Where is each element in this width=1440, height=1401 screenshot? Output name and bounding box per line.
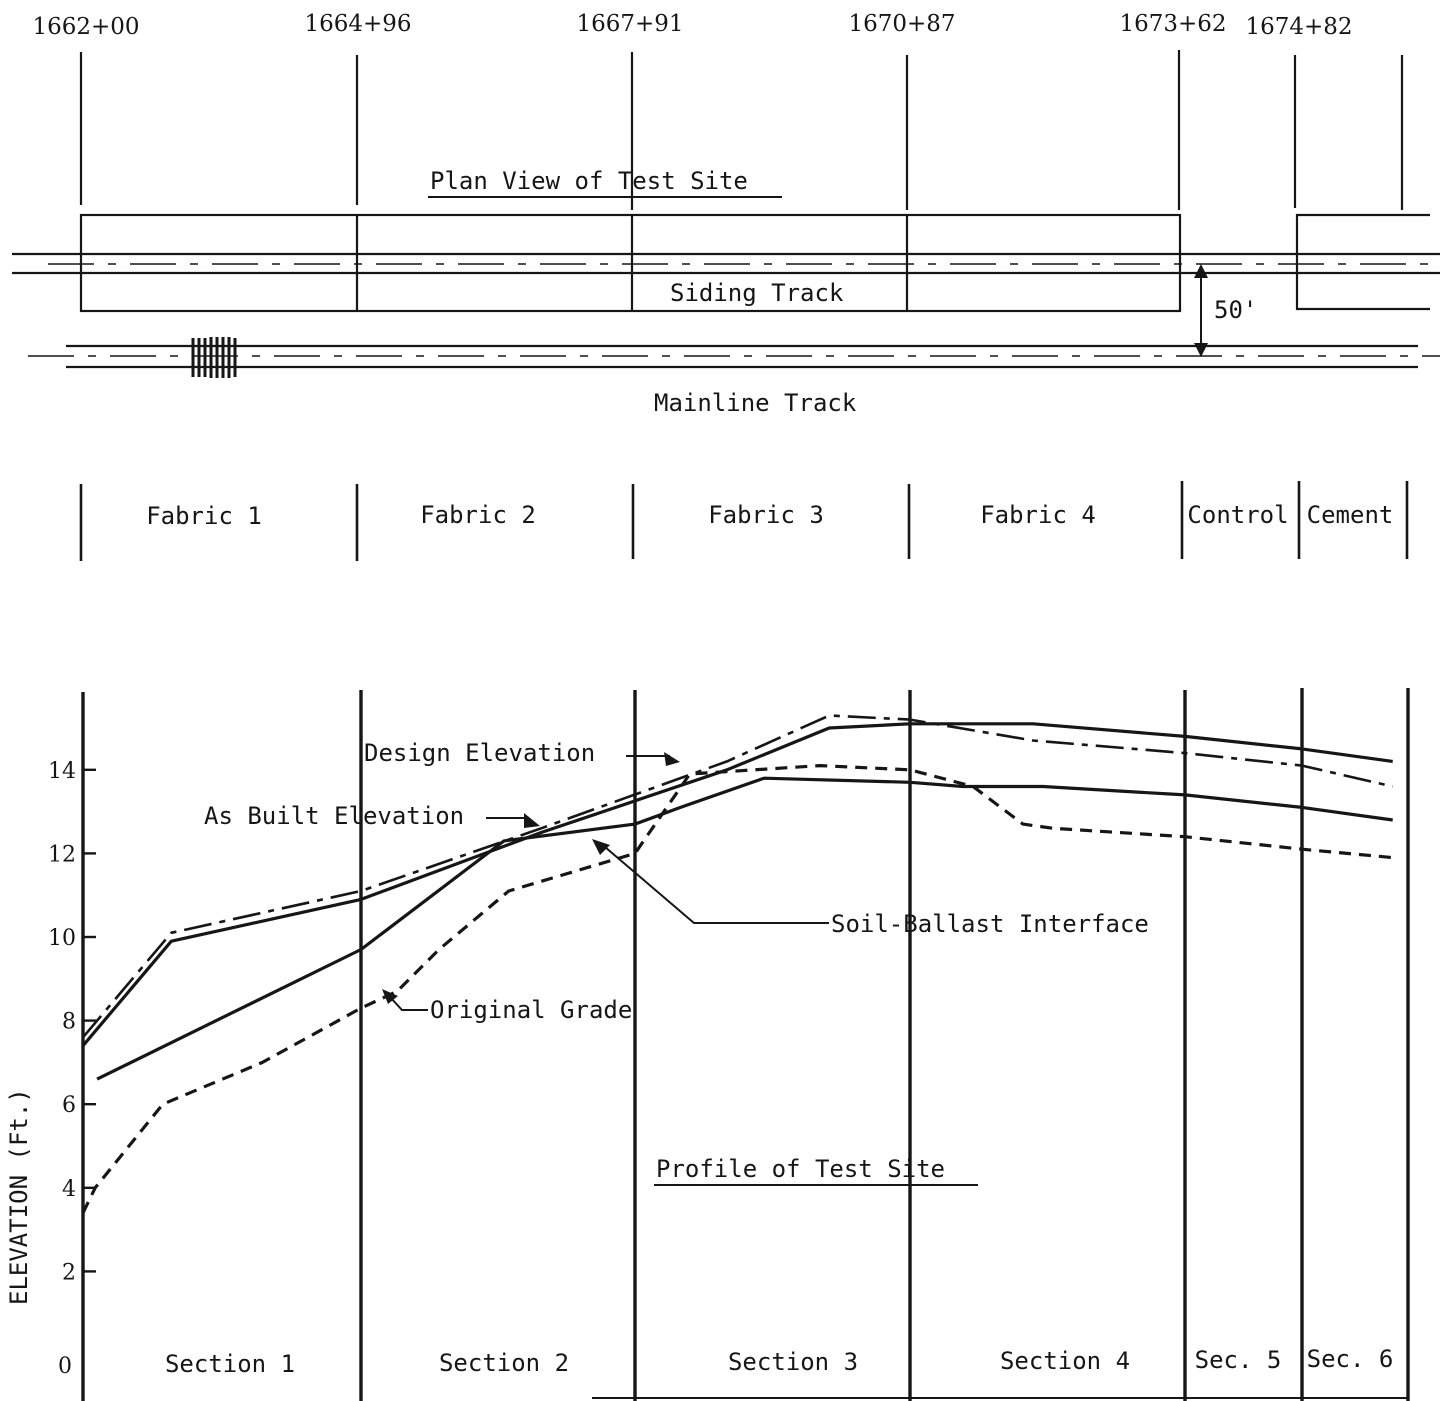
section-label: Section 2: [439, 1349, 569, 1377]
material-label: Fabric 2: [420, 501, 536, 529]
mainline-track: [28, 344, 1440, 369]
y-tick-label: 10: [48, 926, 76, 951]
series-line-as-built-elevation: [81, 722, 1393, 1047]
material-label: Fabric 1: [146, 502, 262, 530]
material-label: Control: [1187, 501, 1288, 529]
station-label: 1670+87: [848, 11, 955, 37]
series-line-design-elevation: [82, 714, 1393, 1039]
y-axis-label: ELEVATION (Ft.): [5, 1088, 33, 1305]
material-strip: Fabric 1 Fabric 2 Fabric 3 Fabric 4 Cont…: [79, 481, 1409, 561]
arrow-icon: [592, 839, 610, 855]
switch-ties: [191, 337, 237, 378]
as-built-callout: As Built Elevation: [204, 802, 464, 830]
section-boundaries: [81, 688, 1410, 1401]
mainline-track-label: Mainline Track: [654, 389, 857, 417]
siding-track-label: Siding Track: [670, 279, 844, 307]
arrow-icon: [524, 813, 540, 828]
section-label: Sec. 5: [1195, 1346, 1282, 1374]
interface-callout: Soil-Ballast Interface: [831, 910, 1149, 938]
y-tick-label: 6: [62, 1093, 76, 1118]
design-elevation-callout: Design Elevation: [364, 739, 595, 767]
profile-view: 0 2 4 6 8 10 12 14 ELEVATION (Ft.) Design Eleva…: [5, 688, 1410, 1401]
series-line-soil-ballast-interface: [96, 776, 1393, 1081]
plan-title: Plan View of Test Site: [430, 167, 748, 195]
y-tick-label: 12: [48, 842, 76, 867]
profile-series: [81, 714, 1393, 1214]
section-label: Section 1: [165, 1350, 295, 1378]
station-lines: [79, 50, 1404, 210]
y-tick-label: 0: [58, 1354, 72, 1379]
arrow-icon: [382, 989, 398, 1004]
material-label: Cement: [1307, 501, 1394, 529]
y-tick-label: 14: [48, 759, 76, 784]
station-label: 1664+96: [304, 11, 411, 37]
offset-label: 50': [1214, 296, 1257, 324]
original-grade-callout: Original Grade: [430, 996, 632, 1024]
material-label: Fabric 4: [980, 501, 1096, 529]
station-label: 1674+82: [1245, 14, 1352, 40]
station-label: 1667+91: [576, 11, 683, 37]
station-label: 1662+00: [32, 14, 139, 40]
station-label: 1673+62: [1119, 11, 1226, 37]
y-tick-label: 4: [62, 1177, 76, 1202]
section-label: Sec. 6: [1307, 1345, 1394, 1373]
offset-dimension: [1194, 264, 1208, 357]
section-label: Section 3: [728, 1348, 858, 1376]
material-label: Fabric 3: [708, 501, 824, 529]
profile-title: Profile of Test Site: [656, 1155, 945, 1183]
y-tick-label: 2: [62, 1260, 76, 1285]
plan-view: 1662+00 1664+96 1667+91 1670+87 1673+62 …: [12, 11, 1440, 417]
section-label: Section 4: [1000, 1347, 1130, 1375]
y-axis: 0 2 4 6 8 10 12 14: [48, 759, 96, 1379]
series-line-original-grade: [81, 763, 1393, 1214]
y-tick-label: 8: [62, 1010, 76, 1035]
arrow-icon: [664, 752, 680, 766]
siding-track: [12, 213, 1440, 313]
